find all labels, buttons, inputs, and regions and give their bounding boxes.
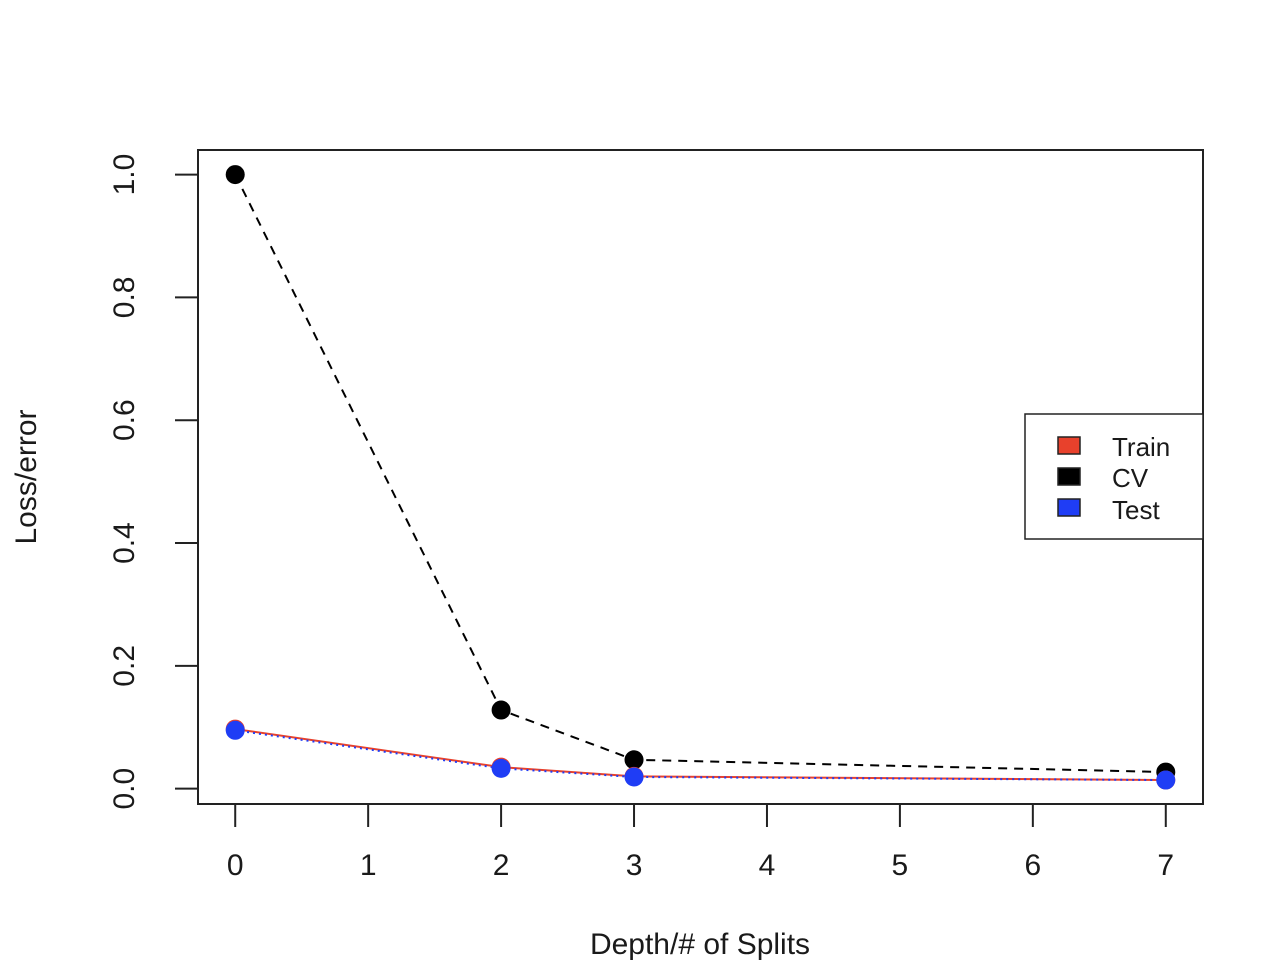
data-point-test bbox=[491, 758, 511, 778]
data-point-test bbox=[225, 720, 245, 740]
legend-box bbox=[1024, 413, 1204, 540]
data-point-test bbox=[1156, 770, 1176, 790]
series-line-train bbox=[235, 728, 1166, 782]
x-tick-label: 2 bbox=[493, 849, 510, 882]
series-layer bbox=[225, 165, 1176, 790]
x-tick-label: 6 bbox=[1024, 849, 1041, 882]
y-tick-label: 0.2 bbox=[108, 645, 141, 687]
legend-swatch-test bbox=[1057, 498, 1081, 517]
y-axis: 0.0 0.2 0.4 0.6 0.8 1.0 bbox=[108, 154, 198, 810]
data-point-test bbox=[624, 767, 644, 787]
x-tick-label: 0 bbox=[227, 849, 244, 882]
x-tick-label: 1 bbox=[360, 849, 377, 882]
y-tick-label: 0.4 bbox=[108, 522, 141, 564]
x-tick-label: 3 bbox=[626, 849, 643, 882]
data-point-cv bbox=[491, 700, 511, 720]
x-axis-title: Depth/# of Splits bbox=[590, 928, 810, 961]
x-axis: 0 1 2 3 4 5 6 7 bbox=[227, 804, 1174, 882]
legend-swatch-cv bbox=[1057, 467, 1081, 486]
x-tick-label: 5 bbox=[892, 849, 909, 882]
legend-label-cv: CV bbox=[1112, 463, 1149, 493]
y-tick-label: 1.0 bbox=[108, 154, 141, 196]
data-point-cv bbox=[624, 750, 644, 770]
data-point-cv bbox=[225, 165, 245, 185]
y-tick-label: 0.8 bbox=[108, 277, 141, 319]
series-line-test bbox=[235, 729, 1166, 782]
legend-swatch-train bbox=[1057, 436, 1081, 455]
legend-label-test: Test bbox=[1112, 495, 1160, 525]
x-tick-label: 7 bbox=[1157, 849, 1174, 882]
y-axis-title: Loss/error bbox=[10, 409, 43, 544]
legend-label-train: Train bbox=[1112, 432, 1170, 462]
y-tick-label: 0.6 bbox=[108, 399, 141, 441]
legend: Train CV Test bbox=[1024, 413, 1204, 540]
y-tick-label: 0.0 bbox=[108, 768, 141, 810]
x-tick-label: 4 bbox=[759, 849, 776, 882]
